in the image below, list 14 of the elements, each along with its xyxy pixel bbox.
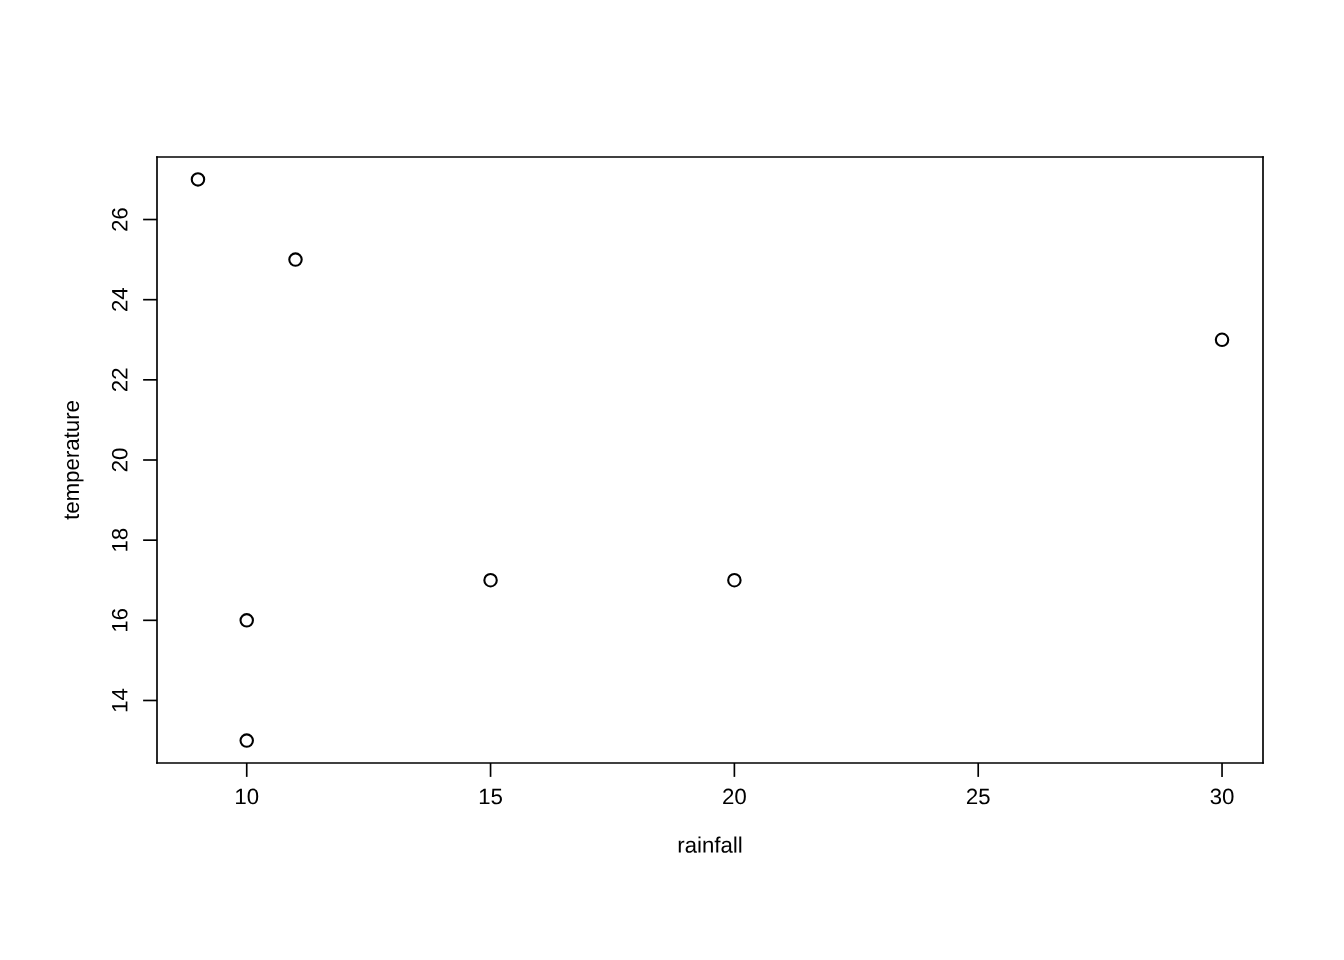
x-tick-label: 30: [1210, 788, 1234, 805]
y-tick-label: 16: [111, 608, 128, 631]
y-tick-label: 22: [111, 368, 128, 392]
y-axis-title: temperature: [64, 401, 84, 520]
y-tick-label: 24: [111, 287, 128, 311]
x-axis-title: rainfall: [678, 836, 742, 853]
y-tick-label: 18: [111, 528, 128, 551]
y-tick-label: 26: [111, 208, 128, 231]
y-tick-label: 14: [112, 688, 128, 712]
y-tick-label: 20: [111, 448, 128, 472]
x-tick-label: 25: [966, 788, 990, 805]
x-tick-label: 10: [236, 788, 259, 805]
x-tick-label: 15: [479, 788, 502, 805]
x-tick-label: 20: [723, 788, 746, 805]
